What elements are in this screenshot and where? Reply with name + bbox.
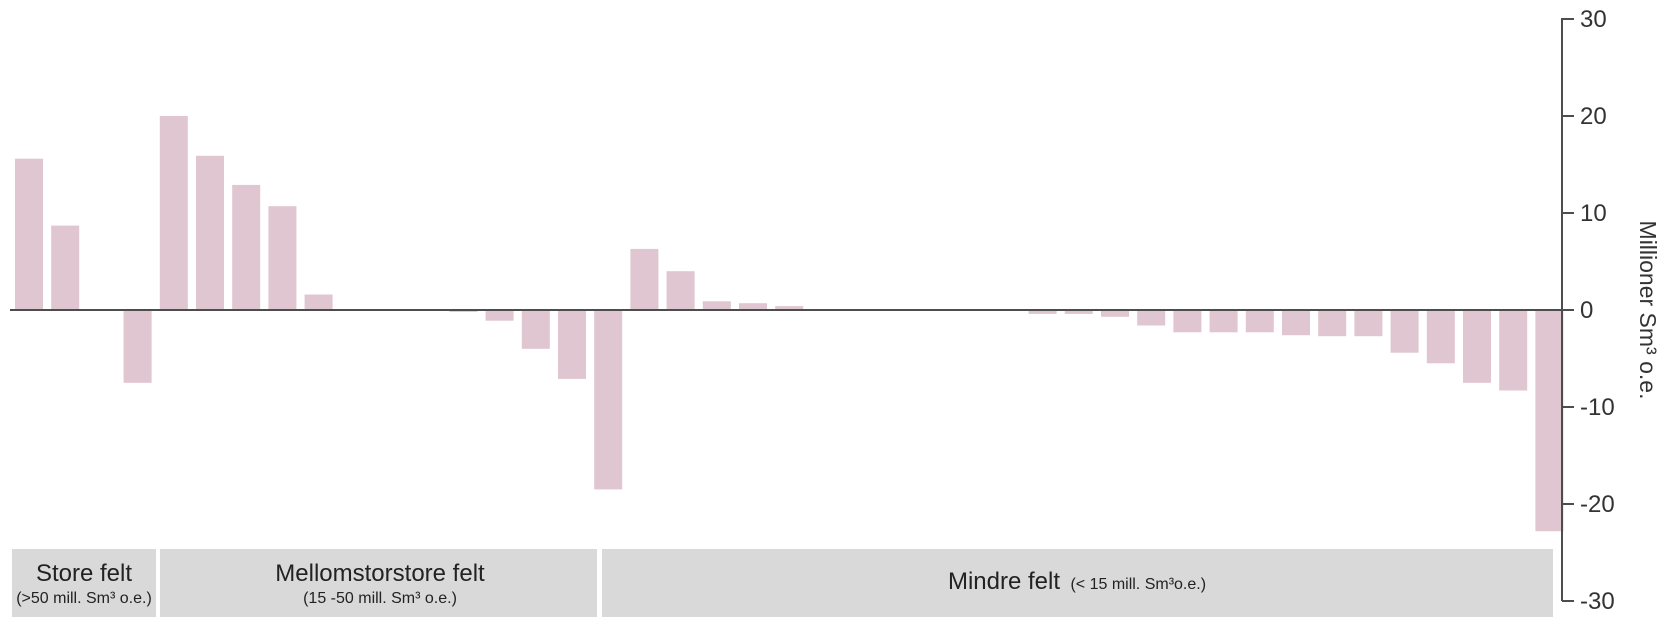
bar-18: [630, 248, 659, 310]
group-band-mindre-felt-label: Mindre felt: [948, 568, 1060, 595]
bar-41: [1463, 310, 1491, 383]
bar-22: [775, 306, 804, 310]
bar-2: [51, 225, 80, 310]
bar-8: [268, 206, 297, 310]
group-bands: Store felt (>50 mill. Sm³ o.e.) Mellomst…: [12, 549, 1553, 617]
bar-37: [1318, 310, 1347, 337]
group-band-mellomstorstore-felt-label: Mellomstorstore felt: [275, 560, 485, 587]
bar-36: [1282, 310, 1310, 336]
bar-32: [1137, 310, 1166, 326]
bar-30: [1064, 310, 1093, 314]
bar-38: [1354, 310, 1383, 337]
y-tick-label--10: -10: [1580, 394, 1615, 421]
bar-4: [123, 310, 152, 383]
bar-14: [485, 310, 514, 321]
bar-20: [702, 301, 731, 310]
bar-34: [1209, 310, 1238, 333]
bar-43: [1535, 310, 1564, 532]
y-axis-title: Millioner Sm³ o.e.: [1635, 221, 1661, 400]
group-band-mindre-felt-detail: (< 15 mill. Sm³o.e.): [1070, 576, 1206, 593]
bar-40: [1426, 310, 1455, 364]
bar-29: [1028, 310, 1057, 314]
bar-31: [1101, 310, 1129, 317]
y-tick-label--20: -20: [1580, 491, 1615, 518]
y-tick-label-0: 0: [1580, 297, 1593, 324]
bar-15: [521, 310, 550, 349]
group-band-store-felt-label: Store felt: [36, 560, 132, 587]
bar-42: [1499, 310, 1528, 391]
bar-17: [594, 310, 623, 490]
group-band-mellomstorstore-felt-detail: (15 -50 mill. Sm³ o.e.): [303, 590, 457, 607]
bar-16: [558, 310, 586, 379]
y-tick-label-30: 30: [1580, 6, 1607, 33]
bar-6: [196, 155, 224, 310]
group-band-mindre-felt-text: Mindre felt (< 15 mill. Sm³o.e.): [948, 568, 1206, 595]
bar-33: [1173, 310, 1202, 333]
group-band-mellomstorstore-felt: Mellomstorstore felt (15 -50 mill. Sm³ o…: [160, 549, 597, 617]
bar-9: [304, 294, 333, 310]
y-axis-ticks: 30 20 10 0 -10 -20 -30: [1562, 6, 1615, 615]
bar-39: [1390, 310, 1419, 353]
group-band-mindre-felt: Mindre felt (< 15 mill. Sm³o.e.): [602, 549, 1553, 617]
group-band-store-felt-detail: (>50 mill. Sm³ o.e.): [16, 590, 152, 607]
bar-21: [739, 303, 767, 310]
y-tick-label-20: 20: [1580, 103, 1607, 130]
bar-5: [159, 116, 188, 310]
bar-7: [232, 184, 261, 310]
y-tick-label-10: 10: [1580, 200, 1607, 227]
bar-1: [15, 158, 43, 310]
bar-19: [666, 271, 695, 310]
group-band-store-felt: Store felt (>50 mill. Sm³ o.e.): [12, 549, 156, 617]
bars: [15, 116, 1564, 532]
y-tick-label--30: -30: [1580, 588, 1615, 615]
bar-35: [1245, 310, 1274, 333]
